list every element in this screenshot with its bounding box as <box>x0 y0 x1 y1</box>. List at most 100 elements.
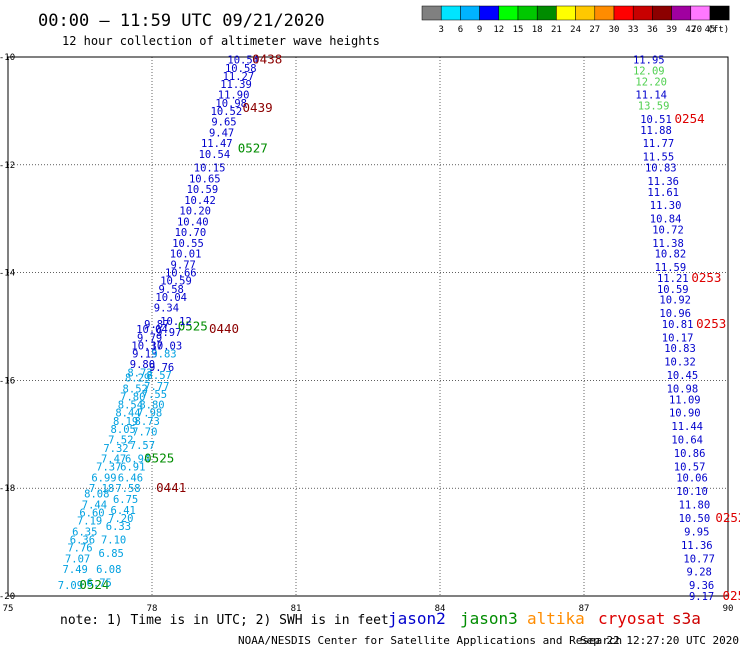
time-label: 0252 <box>715 510 740 525</box>
color-scale-swatch <box>575 5 596 21</box>
time-label: 0525 <box>144 451 174 466</box>
wave-height-point: 7.20 <box>108 513 133 525</box>
wave-height-point: 6.08 <box>96 564 121 576</box>
wave-height-point: 11.09 <box>669 394 701 406</box>
wave-height-point: 10.57 <box>674 462 706 474</box>
color-scale-swatch <box>536 5 557 21</box>
color-scale-label: 27 <box>589 25 600 35</box>
wave-height-point: 6.36 <box>70 534 95 546</box>
satellite-legend-altika: altika <box>527 609 585 628</box>
wave-height-point: 12.20 <box>635 76 667 88</box>
color-scale-swatch <box>709 5 730 21</box>
wave-height-point: 7.58 <box>115 483 140 495</box>
color-scale-label: 45 <box>705 25 716 35</box>
wave-height-point: 10.77 <box>683 553 715 565</box>
wave-height-point: 9.36 <box>689 580 714 592</box>
color-scale-label: 24 <box>570 25 581 35</box>
color-scale-swatch <box>671 5 692 21</box>
wave-height-point: 10.54 <box>199 149 231 161</box>
wave-height-point: 8.19 <box>113 416 138 428</box>
y-tick-label: -18 <box>0 484 15 494</box>
wave-height-point: 10.54 <box>227 55 259 67</box>
wave-height-point: 10.12 <box>160 316 192 328</box>
wave-height-point: 10.66 <box>165 268 197 280</box>
color-scale-label: 9 <box>477 25 482 35</box>
x-tick-label: 78 <box>147 604 158 614</box>
wave-height-point: 7.47 <box>101 454 126 466</box>
wave-height-point: 8.08 <box>84 489 109 501</box>
color-scale-label: 18 <box>532 25 543 35</box>
footer-note: note: 1) Time is in UTC; 2) SWH is in fe… <box>60 613 389 628</box>
wave-height-point: 6.60 <box>79 507 104 519</box>
plot-area: 75 78 81 84 87 90-10-12-14-16-18-207.0905246.… <box>0 52 740 614</box>
wave-height-point: 9.76 <box>149 362 174 374</box>
wave-height-point: 7.57 <box>130 440 155 452</box>
wave-height-point: 8.80 <box>139 400 164 412</box>
wave-height-point: 11.44 <box>671 421 703 433</box>
wave-height-point: 11.36 <box>681 540 713 552</box>
plot-frame <box>7 56 729 597</box>
time-label: 0525 <box>178 319 208 334</box>
satellite-legend-jason3: jason3 <box>460 609 518 628</box>
color-scale-label: 6 <box>458 25 463 35</box>
wave-height-point: 7.32 <box>103 443 128 455</box>
satellite-legend-s3a: s3a <box>672 609 701 628</box>
time-label: 0253 <box>696 316 726 331</box>
wave-height-point: 11.47 <box>201 138 233 150</box>
chart-title: 00:00 – 11:59 UTC 09/21/2020 <box>38 11 325 31</box>
wave-height-point: 9.79 <box>137 332 162 344</box>
wave-height-point: 9.34 <box>154 303 179 315</box>
wave-height-point: 7.44 <box>82 499 107 511</box>
color-scale-label: 12 <box>493 25 504 35</box>
wave-height-point: 6.75 <box>87 578 112 590</box>
wave-height-point: 10.83 <box>645 162 677 174</box>
wave-height-point: 10.83 <box>664 343 696 355</box>
wave-height-point: 9.65 <box>211 117 236 129</box>
credit-line: NOAA/NESDIS Center for Satellite Applica… <box>238 634 622 647</box>
time-label: 0254 <box>675 111 705 126</box>
wave-height-point: 10.20 <box>179 206 211 218</box>
x-tick-label: 87 <box>579 604 590 614</box>
wave-height-point: 9.80 <box>130 359 155 371</box>
wave-height-point: 10.04 <box>155 292 187 304</box>
time-label: 0438 <box>252 52 282 67</box>
wave-height-point: 12.09 <box>633 65 665 77</box>
wave-height-point: 7.10 <box>101 534 126 546</box>
wave-height-point: 10.65 <box>189 173 221 185</box>
wave-height-point: 10.45 <box>667 370 699 382</box>
wave-height-point: 8.73 <box>127 367 152 379</box>
color-scale-label: 42 <box>685 25 696 35</box>
wave-height-point: 7.70 <box>132 427 157 439</box>
wave-height-point: 6.99 <box>91 472 116 484</box>
color-scale-label: 21 <box>551 25 562 35</box>
time-label: 0441 <box>156 480 186 495</box>
color-scale-swatch <box>594 5 615 21</box>
wave-height-point: 10.42 <box>184 195 216 207</box>
wave-height-point: 6.91 <box>120 462 145 474</box>
wave-height-point: 9.58 <box>159 284 184 296</box>
x-tick-label: 84 <box>435 604 446 614</box>
wave-height-point: 9.95 <box>684 526 709 538</box>
wave-height-point: 7.37 <box>96 462 121 474</box>
wave-height-point: 10.82 <box>655 249 687 261</box>
time-label: 0439 <box>243 100 273 115</box>
color-scale-swatch <box>517 5 538 21</box>
wave-height-point: 10.90 <box>669 408 701 420</box>
wave-height-point: 8.54 <box>118 400 143 412</box>
wave-height-point: 8.52 <box>123 383 148 395</box>
wave-height-point: 10.59 <box>160 276 192 288</box>
wave-height-point: 10.98 <box>667 383 699 395</box>
time-label: 0253 <box>691 270 721 285</box>
wave-height-point: 6.85 <box>99 548 124 560</box>
wave-height-point: 8.57 <box>147 370 172 382</box>
color-scale-swatch <box>632 5 653 21</box>
wave-height-point: 6.94 <box>125 454 150 466</box>
x-tick-label: 81 <box>291 604 302 614</box>
wave-height-point: 11.36 <box>647 176 679 188</box>
generation-timestamp: Sep 22 12:27:20 UTC 2020 <box>580 634 739 647</box>
wave-height-point: 7.18 <box>89 483 114 495</box>
wave-height-point: 7.19 <box>77 516 102 528</box>
wave-height-point: 10.55 <box>172 238 204 250</box>
